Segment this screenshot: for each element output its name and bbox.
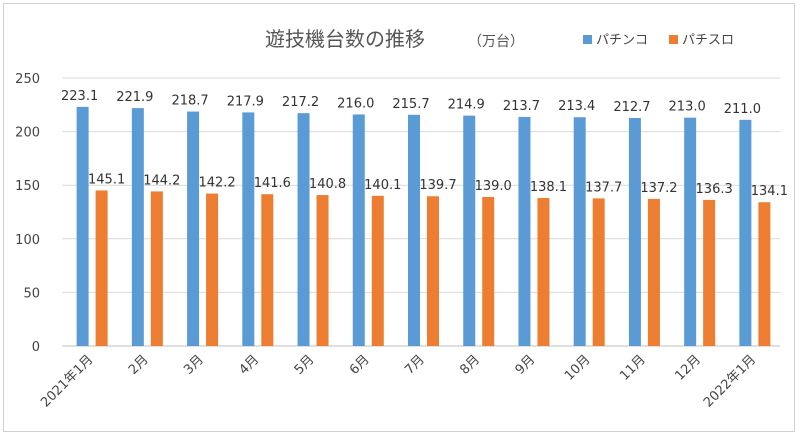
- y-tick-label: 150: [15, 179, 40, 194]
- bar-pachislot: [647, 198, 660, 346]
- bar-pachinko: [352, 114, 365, 346]
- bar-pachinko: [684, 117, 697, 346]
- data-label: 217.9: [227, 94, 264, 109]
- bar-pachislot: [95, 190, 108, 346]
- x-tick-label: 11月: [617, 352, 648, 383]
- bar-pachislot: [482, 196, 495, 346]
- data-label: 218.7: [171, 94, 208, 109]
- bar-pachislot: [371, 195, 384, 346]
- data-label: 223.1: [61, 89, 98, 104]
- data-label: 144.2: [143, 173, 180, 188]
- legend: パチンコ パチスロ: [583, 33, 734, 48]
- y-tick-label: 200: [15, 126, 40, 141]
- legend-swatch-pachinko: [583, 35, 592, 44]
- data-label: 142.2: [198, 176, 235, 191]
- bar-pachinko: [628, 117, 641, 347]
- x-tick-label: 10月: [562, 352, 593, 383]
- x-tick-label: 6月: [347, 352, 373, 378]
- bar-pachinko: [187, 111, 200, 347]
- x-tick-label: 8月: [457, 352, 483, 378]
- bar-pachislot: [316, 195, 329, 346]
- bar-pachinko: [739, 119, 752, 346]
- x-tick-label: 9月: [513, 352, 539, 378]
- chart-unit: （万台）: [468, 34, 524, 50]
- x-tick-label: 4月: [236, 352, 262, 378]
- data-label: 140.1: [364, 178, 401, 193]
- data-label: 141.6: [254, 176, 291, 191]
- bar-pachislot: [261, 194, 274, 346]
- data-label: 213.7: [503, 99, 540, 114]
- data-label: 213.0: [669, 100, 706, 115]
- bar-pachislot: [150, 191, 163, 346]
- bar-pachinko: [573, 117, 586, 346]
- data-label: 140.8: [309, 177, 346, 192]
- legend-label-pachislot: パチスロ: [682, 33, 734, 48]
- bar-pachinko: [408, 114, 420, 347]
- data-label: 137.7: [585, 180, 622, 195]
- data-label: 139.0: [475, 179, 512, 194]
- legend-swatch-pachislot: [669, 35, 678, 44]
- bar-pachislot: [427, 196, 439, 346]
- y-tick-label: 0: [32, 340, 40, 355]
- data-label: 137.2: [640, 181, 677, 196]
- bar-pachislot: [758, 202, 771, 346]
- bar-pachislot: [206, 193, 219, 346]
- bar-pachislot: [592, 198, 605, 346]
- data-label: 217.2: [282, 95, 319, 110]
- data-label: 211.0: [724, 102, 761, 117]
- x-tick-label: 3月: [181, 352, 207, 378]
- x-tick-label: 2021年1月: [38, 352, 96, 410]
- data-label: 136.3: [696, 182, 733, 197]
- data-labels: 223.1 145.1 221.9 144.2 218.7 142.2 217.9 141.6…: [61, 89, 788, 199]
- y-axis: 0 50 100 150 200 250: [15, 72, 40, 355]
- x-tick-label: 2022年1月: [701, 352, 759, 410]
- bars: [76, 106, 771, 347]
- data-label: 212.7: [613, 100, 650, 115]
- gridlines: [62, 77, 780, 347]
- y-tick-label: 100: [15, 233, 40, 248]
- data-label: 221.9: [116, 90, 153, 105]
- bar-pachinko: [242, 112, 255, 347]
- data-label: 139.7: [419, 178, 456, 193]
- y-tick-label: 250: [15, 72, 40, 87]
- bar-pachinko: [518, 116, 531, 346]
- data-label: 214.9: [448, 98, 485, 113]
- bar-pachinko: [76, 106, 89, 347]
- data-label: 216.0: [337, 96, 374, 111]
- bar-pachislot: [703, 199, 716, 346]
- x-tick-label: 2月: [126, 352, 152, 378]
- bar-pachinko: [297, 113, 310, 347]
- data-label: 145.1: [88, 172, 125, 187]
- chart-title: 遊技機台数の推移: [265, 27, 425, 51]
- data-label: 213.4: [558, 99, 595, 114]
- x-tick-label: 7月: [402, 352, 428, 378]
- bar-pachinko: [463, 115, 476, 346]
- x-tick-label: 12月: [672, 352, 703, 383]
- bar-pachislot: [537, 197, 550, 346]
- bar-pachinko: [131, 108, 144, 346]
- data-label: 215.7: [392, 97, 429, 112]
- data-label: 138.1: [530, 180, 567, 195]
- legend-label-pachinko: パチンコ: [596, 33, 648, 48]
- data-label: 134.1: [751, 184, 788, 199]
- y-tick-label: 50: [23, 286, 40, 301]
- x-tick-label: 5月: [292, 352, 318, 378]
